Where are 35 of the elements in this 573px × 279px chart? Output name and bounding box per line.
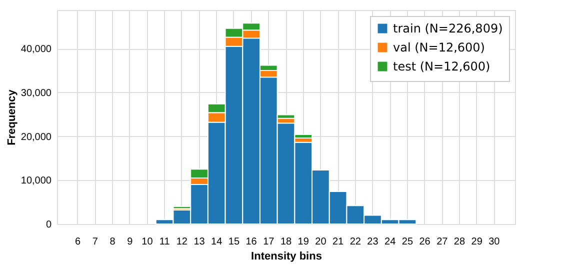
x-tick-label: 21 — [332, 236, 344, 248]
legend-label: val (N=12,600) — [393, 40, 485, 54]
y-tick-label: 30,000 — [20, 88, 52, 99]
x-tick-label: 14 — [211, 236, 223, 248]
x-tick-label: 26 — [419, 236, 431, 248]
x-tick-label: 17 — [263, 236, 275, 248]
y-tick-label: 40,000 — [20, 44, 52, 56]
x-tick-label: 10 — [142, 236, 154, 248]
x-tick-label: 23 — [367, 236, 379, 248]
legend-label: test (N=12,600) — [393, 60, 490, 74]
y-axis-title: Frequency — [6, 88, 18, 146]
x-axis-title: Intensity bins — [251, 250, 322, 262]
x-tick-label: 29 — [471, 236, 483, 248]
x-tick-label: 13 — [194, 236, 206, 248]
legend-label: train (N=226,809) — [393, 22, 503, 36]
x-tick-label: 12 — [176, 236, 188, 248]
x-tick-label: 18 — [280, 236, 292, 248]
x-tick-label: 9 — [127, 236, 134, 248]
x-tick-label: 7 — [92, 236, 98, 248]
x-tick-label: 19 — [298, 236, 310, 248]
y-tick-label: 10,000 — [20, 176, 52, 187]
y-tick-label: 0 — [46, 220, 52, 230]
x-tick-label: 16 — [246, 236, 258, 248]
x-tick-label: 6 — [75, 236, 82, 248]
x-tick-label: 25 — [402, 236, 414, 248]
x-tick-label: 15 — [228, 236, 240, 248]
x-tick-label: 28 — [454, 236, 466, 248]
x-tick-label: 27 — [436, 236, 448, 248]
x-tick-label: 20 — [315, 236, 327, 248]
x-tick-label: 30 — [488, 236, 500, 248]
x-tick-label: 8 — [110, 236, 116, 248]
y-tick-label: 20,000 — [20, 132, 52, 143]
x-tick-label: 22 — [350, 236, 362, 248]
x-tick-label: 24 — [384, 236, 396, 248]
x-tick-label: 11 — [159, 236, 170, 248]
